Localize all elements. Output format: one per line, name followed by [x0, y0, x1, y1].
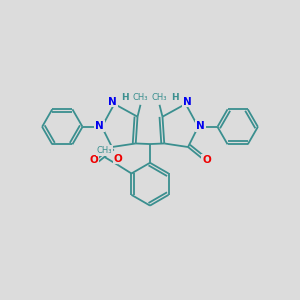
- Text: CH₃: CH₃: [133, 94, 148, 103]
- Text: N: N: [183, 97, 191, 106]
- Text: H: H: [172, 93, 179, 102]
- Text: CH₃: CH₃: [97, 146, 112, 155]
- Text: O: O: [113, 154, 122, 164]
- Text: H: H: [121, 93, 128, 102]
- Text: O: O: [202, 154, 211, 164]
- Text: CH₃: CH₃: [152, 94, 167, 103]
- Text: N: N: [109, 97, 117, 106]
- Text: N: N: [196, 121, 205, 131]
- Text: O: O: [89, 154, 98, 164]
- Text: N: N: [95, 121, 104, 131]
